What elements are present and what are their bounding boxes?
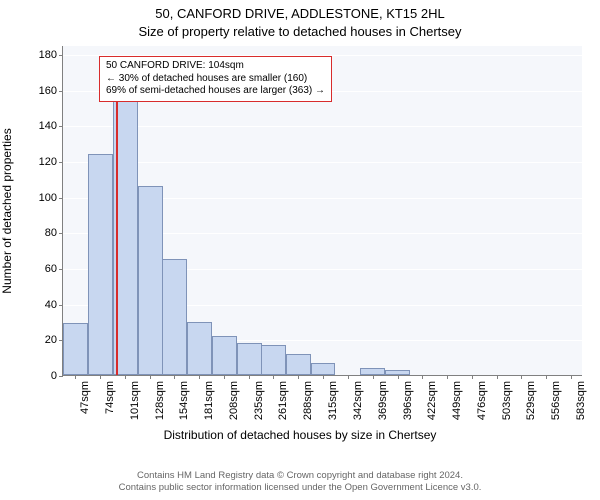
- x-tick-label: 128sqm: [154, 381, 166, 420]
- histogram-bar: [311, 363, 336, 375]
- annotation-line1: 50 CANFORD DRIVE: 104sqm: [106, 60, 325, 73]
- x-axis-title: Distribution of detached houses by size …: [0, 428, 600, 442]
- y-tick-label: 160: [39, 85, 63, 97]
- histogram-bar: [138, 186, 163, 375]
- x-tick-label: 449sqm: [451, 381, 463, 420]
- x-tick-mark: [273, 375, 274, 379]
- x-tick-mark: [224, 375, 225, 379]
- x-tick-label: 342sqm: [352, 381, 364, 420]
- annotation-box: 50 CANFORD DRIVE: 104sqm ← 30% of detach…: [99, 56, 332, 102]
- histogram-bar: [286, 354, 311, 375]
- x-tick-mark: [521, 375, 522, 379]
- x-tick-label: 261sqm: [277, 381, 289, 420]
- x-tick-label: 315sqm: [327, 381, 339, 420]
- x-tick-label: 422sqm: [426, 381, 438, 420]
- x-tick-mark: [150, 375, 151, 379]
- histogram-bar: [187, 322, 212, 376]
- chart-container: { "chart": { "type": "histogram", "title…: [0, 0, 600, 500]
- chart-title-line2: Size of property relative to detached ho…: [0, 24, 600, 39]
- y-tick-label: 100: [39, 192, 63, 204]
- footer-line2: Contains public sector information licen…: [0, 482, 600, 494]
- x-tick-label: 529sqm: [525, 381, 537, 420]
- y-tick-label: 60: [45, 263, 63, 275]
- gridline: [63, 126, 582, 127]
- x-tick-label: 235sqm: [253, 381, 265, 420]
- y-tick-label: 40: [45, 299, 63, 311]
- y-tick-label: 140: [39, 120, 63, 132]
- x-tick-mark: [298, 375, 299, 379]
- annotation-line2: ← 30% of detached houses are smaller (16…: [106, 73, 325, 86]
- y-tick-label: 180: [39, 49, 63, 61]
- y-tick-label: 20: [45, 334, 63, 346]
- x-tick-label: 369sqm: [377, 381, 389, 420]
- x-tick-label: 101sqm: [129, 381, 141, 420]
- x-tick-label: 288sqm: [302, 381, 314, 420]
- y-tick-label: 0: [51, 370, 63, 382]
- x-tick-label: 503sqm: [501, 381, 513, 420]
- x-tick-mark: [100, 375, 101, 379]
- x-tick-label: 556sqm: [550, 381, 562, 420]
- x-tick-label: 583sqm: [575, 381, 587, 420]
- x-tick-mark: [398, 375, 399, 379]
- x-tick-label: 154sqm: [178, 381, 190, 420]
- x-tick-mark: [323, 375, 324, 379]
- chart-title-line1: 50, CANFORD DRIVE, ADDLESTONE, KT15 2HL: [0, 6, 600, 21]
- histogram-bar: [237, 343, 262, 375]
- x-tick-mark: [472, 375, 473, 379]
- x-tick-mark: [422, 375, 423, 379]
- x-tick-mark: [571, 375, 572, 379]
- subject-marker-line: [116, 66, 118, 375]
- x-tick-mark: [373, 375, 374, 379]
- histogram-bar: [162, 259, 187, 375]
- y-axis-title: Number of detached properties: [0, 128, 14, 293]
- x-tick-mark: [125, 375, 126, 379]
- chart-footer: Contains HM Land Registry data © Crown c…: [0, 470, 600, 500]
- x-tick-mark: [75, 375, 76, 379]
- x-tick-label: 208sqm: [228, 381, 240, 420]
- histogram-bar: [212, 336, 237, 375]
- histogram-bar: [63, 323, 88, 375]
- x-tick-mark: [174, 375, 175, 379]
- plot-area: 020406080100120140160180 50 CANFORD DRIV…: [62, 46, 582, 376]
- x-tick-label: 181sqm: [203, 381, 215, 420]
- x-tick-label: 396sqm: [402, 381, 414, 420]
- x-tick-mark: [199, 375, 200, 379]
- x-tick-mark: [348, 375, 349, 379]
- annotation-line3: 69% of semi-detached houses are larger (…: [106, 85, 325, 98]
- y-tick-label: 120: [39, 156, 63, 168]
- x-tick-mark: [546, 375, 547, 379]
- x-tick-label: 74sqm: [104, 381, 116, 414]
- histogram-bar: [88, 154, 113, 375]
- histogram-bar: [261, 345, 286, 375]
- x-tick-mark: [249, 375, 250, 379]
- footer-line1: Contains HM Land Registry data © Crown c…: [0, 470, 600, 482]
- y-tick-label: 80: [45, 227, 63, 239]
- x-tick-mark: [497, 375, 498, 379]
- x-tick-label: 47sqm: [79, 381, 91, 414]
- gridline: [63, 162, 582, 163]
- x-tick-label: 476sqm: [476, 381, 488, 420]
- x-tick-mark: [447, 375, 448, 379]
- histogram-bar: [360, 368, 385, 375]
